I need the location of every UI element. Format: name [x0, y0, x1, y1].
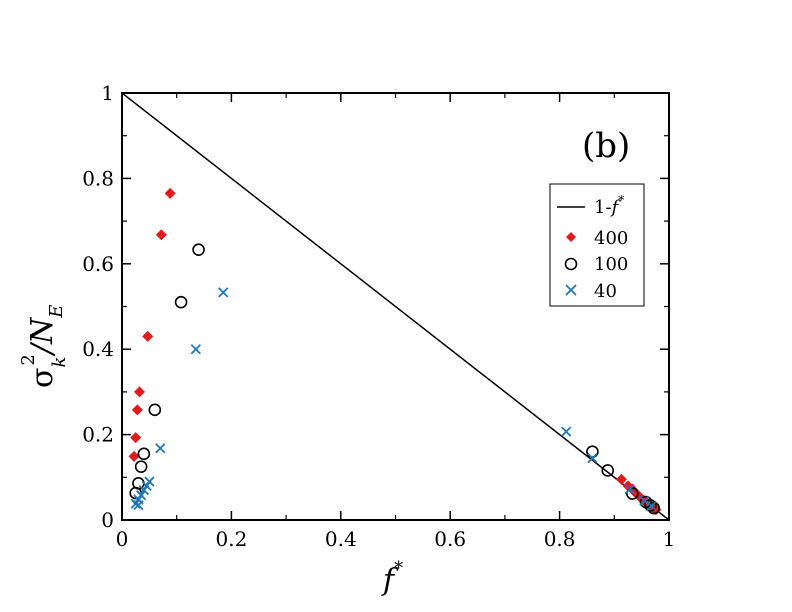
- y-axis-label-sigma: σ: [25, 368, 60, 388]
- reference-line: [121, 92, 670, 521]
- x-tick-label: 0.6: [434, 527, 466, 551]
- data-point-40: [624, 484, 635, 495]
- data-point-40: [155, 443, 166, 454]
- panel-label: (b): [582, 126, 630, 166]
- data-point-400: [142, 330, 154, 342]
- x-tick-label: 0.8: [544, 527, 576, 551]
- data-point-40: [133, 499, 144, 511]
- y-axis-label-sub2: E: [46, 305, 67, 319]
- legend: 1-f* 400 100 40: [549, 183, 645, 307]
- data-point-100: [644, 499, 657, 512]
- data-points: [128, 187, 662, 516]
- y-tick-label: 1: [101, 81, 114, 105]
- data-point-400: [130, 432, 142, 444]
- data-point-40: [646, 500, 657, 512]
- y-tick-label: 0.4: [82, 337, 114, 361]
- data-point-40: [587, 452, 598, 464]
- data-point-40: [130, 498, 141, 509]
- data-point-40: [138, 484, 150, 496]
- legend-reference-prefix: 1-: [594, 197, 612, 218]
- data-point-100: [134, 460, 148, 473]
- legend-label-100: 100: [594, 254, 628, 275]
- plot-frame: [121, 92, 670, 521]
- reference-line-layer: [121, 92, 670, 521]
- y-axis-label-sub: k: [49, 357, 70, 368]
- x-tick-label: 1: [663, 527, 676, 551]
- data-point-100: [137, 447, 151, 461]
- x-tick-label: 0.2: [215, 527, 247, 551]
- data-point-400: [128, 450, 140, 462]
- y-tick-label: 0.8: [82, 166, 114, 190]
- legend-marker-400: [566, 232, 576, 242]
- x-tick-label: 0.4: [325, 527, 357, 551]
- data-point-40: [218, 287, 229, 298]
- data-point-100: [192, 243, 205, 257]
- data-point-400: [615, 473, 627, 485]
- legend-marker-100: [564, 257, 578, 271]
- legend-marker-40: [565, 284, 577, 296]
- legend-label-reference: 1-f*: [594, 193, 624, 218]
- data-point-100: [601, 464, 615, 477]
- data-point-400: [131, 404, 143, 416]
- data-point-100: [626, 487, 639, 500]
- data-point-400: [164, 187, 176, 199]
- data-point-40: [561, 426, 572, 437]
- data-point-40: [190, 344, 201, 355]
- data-point-400: [134, 386, 146, 398]
- x-axis-label-sup: *: [394, 558, 403, 579]
- axis-ticks: 0 0.2 0.4 0.6 0.8 1 0 0.2 0.4 0.6 0.8 1: [82, 81, 675, 551]
- y-axis-label-sup: 2: [18, 354, 39, 365]
- x-tick-label: 0: [116, 527, 129, 551]
- legend-label-40: 40: [594, 281, 617, 302]
- data-point-100: [148, 403, 162, 417]
- data-point-400: [155, 229, 167, 241]
- legend-label-400: 400: [594, 228, 628, 249]
- y-tick-label: 0.2: [82, 423, 114, 447]
- data-point-40: [639, 495, 650, 506]
- y-axis-label: σk2/NE: [18, 305, 70, 388]
- legend-reference-sup: *: [618, 193, 624, 207]
- y-tick-label: 0.6: [82, 252, 114, 276]
- y-axis-label-slash: /N: [25, 316, 60, 357]
- data-point-100: [174, 295, 188, 309]
- y-tick-label: 0: [101, 508, 114, 532]
